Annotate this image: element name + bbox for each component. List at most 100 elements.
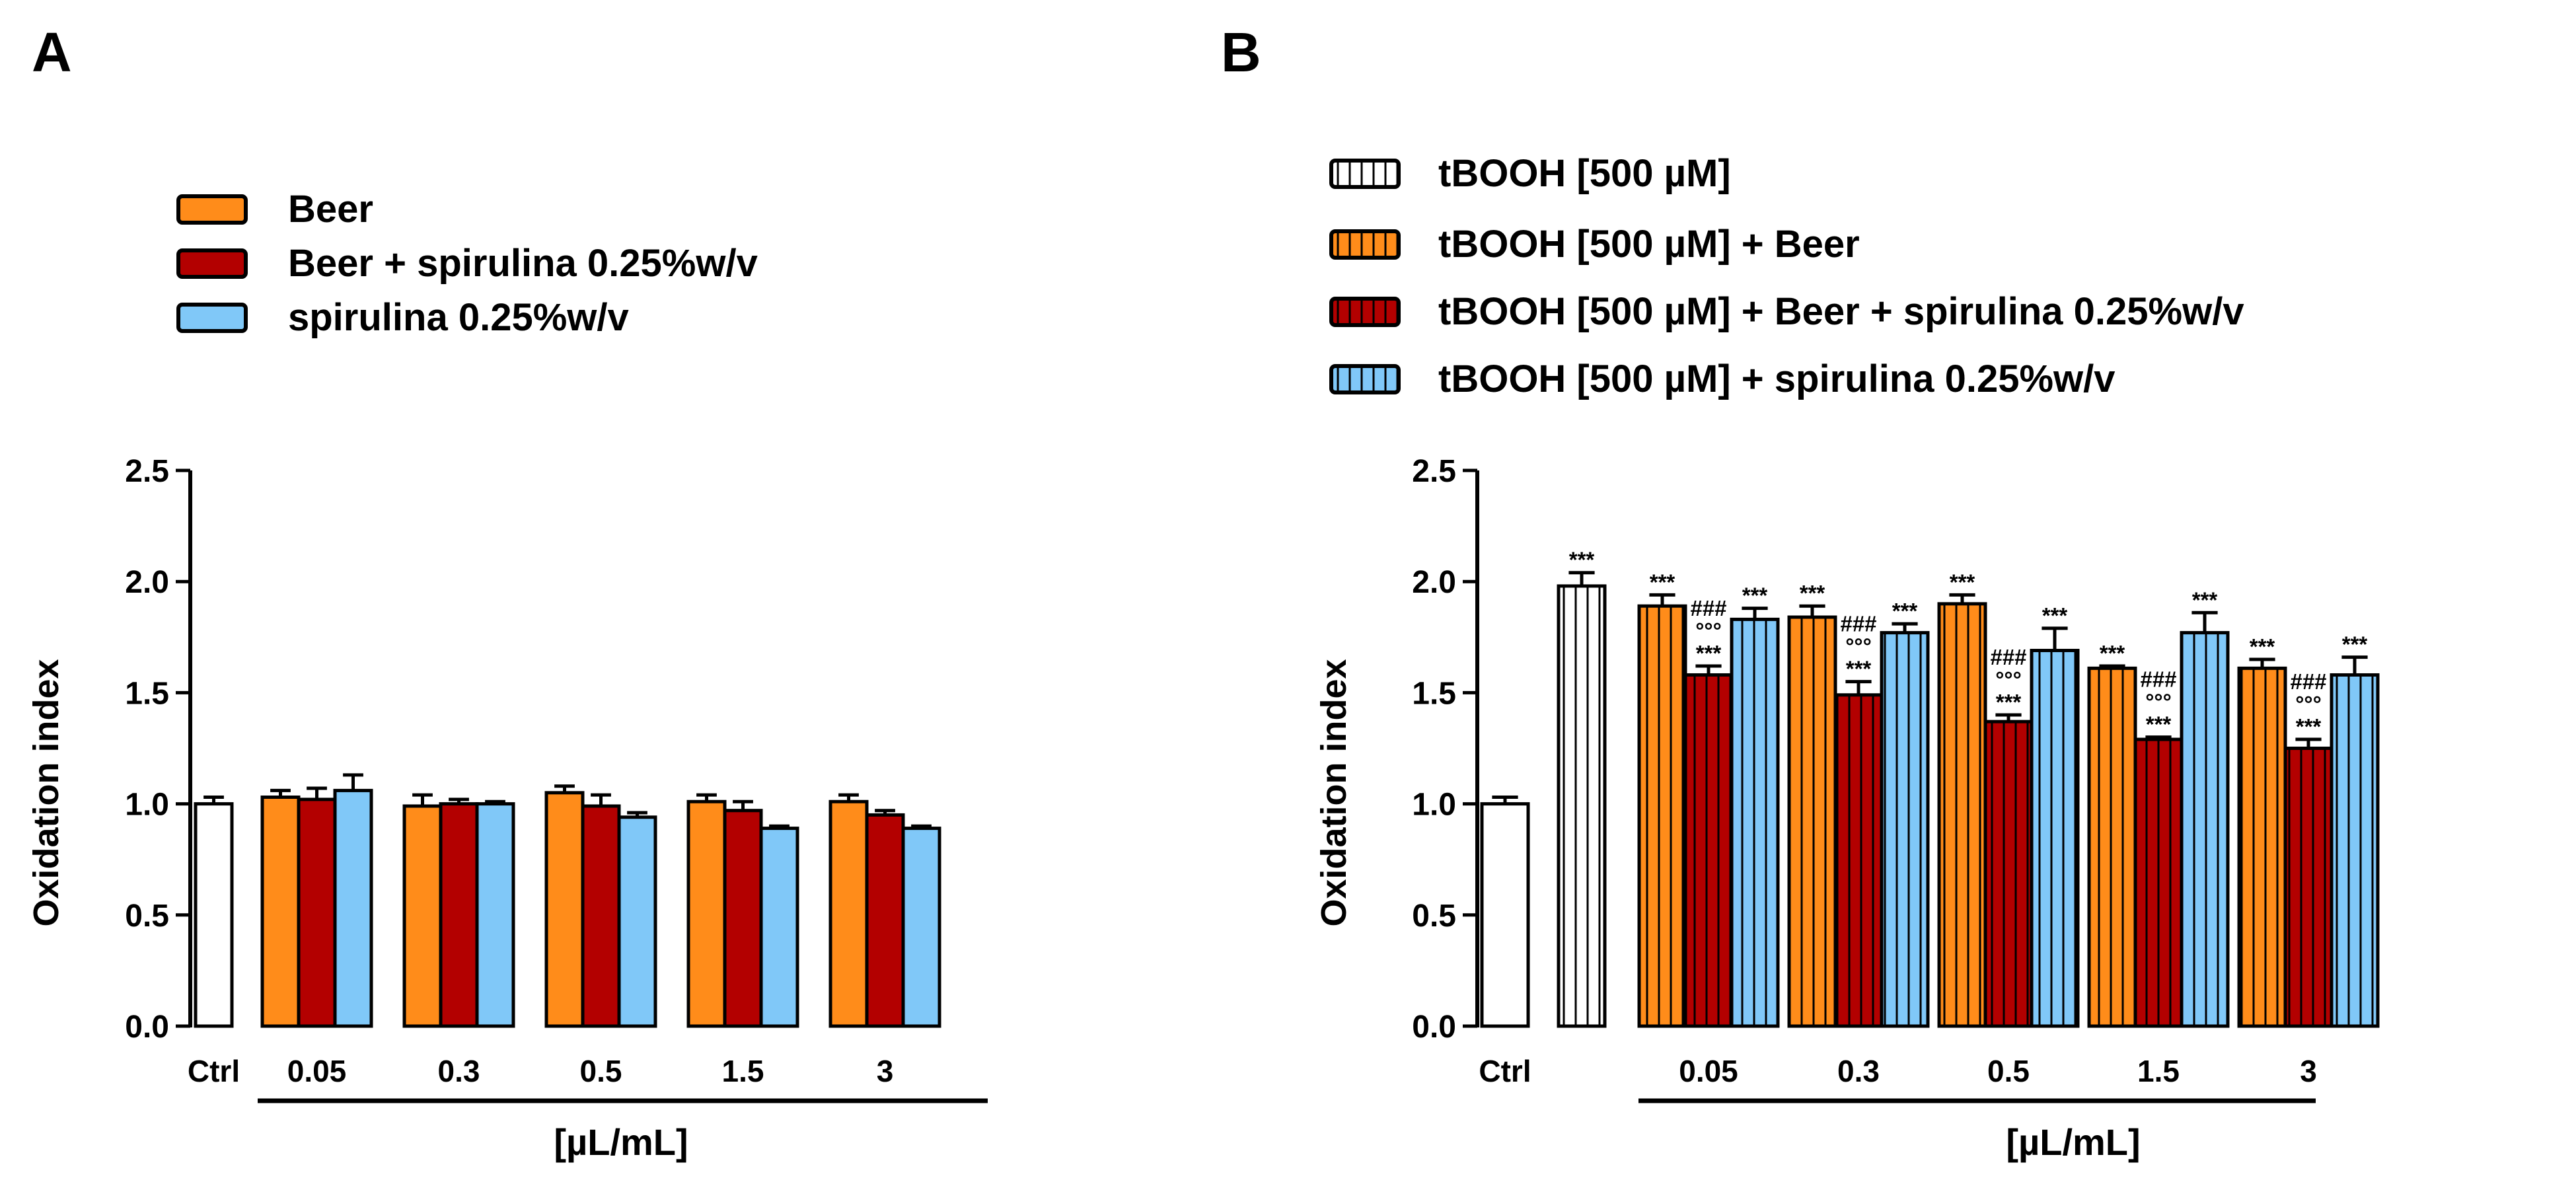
bar-spirulina xyxy=(1880,631,1930,1028)
category-label: 0.5 xyxy=(580,1054,622,1088)
y-tick-label: 0.0 xyxy=(125,1010,169,1045)
sig-label: ### xyxy=(2140,667,2176,692)
legend-swatch-tbooh-spirulina xyxy=(1329,364,1401,394)
bar-spirulina xyxy=(2330,673,2380,1028)
legend-label-tbooh-spirulina: tBOOH [500 µM] + spirulina 0.25%w/v xyxy=(1438,357,2116,400)
bar-beer_spirulina xyxy=(2283,747,2334,1028)
legend-swatch-spirulina xyxy=(176,303,248,333)
bar-spirulina xyxy=(2030,648,2080,1028)
y-tick-label: 0.5 xyxy=(125,899,169,934)
bar-spirulina xyxy=(617,815,657,1028)
ctrl-bar xyxy=(1480,802,1530,1028)
category-label: 0.3 xyxy=(1837,1054,1880,1088)
panel-a-xlabel: [µL/mL] xyxy=(554,1121,688,1163)
panel-b-letter: B xyxy=(1221,21,1261,83)
bar-spirulina xyxy=(759,827,799,1028)
sig-label: *** xyxy=(2100,641,2125,665)
legend-swatch-tbooh xyxy=(1329,159,1401,189)
tbooh-bar xyxy=(1557,584,1607,1028)
sig-label: *** xyxy=(1800,581,1825,605)
sig-label: *** xyxy=(1742,583,1768,608)
category-label: 3 xyxy=(2300,1054,2317,1088)
bar-beer xyxy=(1637,604,1687,1028)
bar-beer xyxy=(2237,666,2287,1028)
y-tick-label: 2.5 xyxy=(125,454,169,489)
legend-label-tbooh-beer: tBOOH [500 µM] + Beer xyxy=(1438,223,1860,266)
legend-label-spirulina: spirulina 0.25%w/v xyxy=(288,296,629,339)
sig-label: *** xyxy=(2296,714,2322,739)
ctrl-label: Ctrl xyxy=(188,1054,240,1088)
sig-label: °°° xyxy=(1995,667,2022,692)
y-tick-label: 1.5 xyxy=(125,676,169,711)
sig-label: *** xyxy=(1950,570,1975,594)
bar-beer xyxy=(402,804,443,1028)
sig-label: ### xyxy=(1840,612,1876,636)
sig-label: *** xyxy=(1892,599,1918,623)
legend-label-beer: Beer xyxy=(288,188,373,231)
panel-b-legend: tBOOH [500 µM] tBOOH [500 µM] + Beer tBO… xyxy=(1329,152,2244,400)
category-label: 1.5 xyxy=(2137,1054,2180,1088)
bar-beer_spirulina xyxy=(865,813,905,1028)
ctrl-bar xyxy=(194,802,234,1028)
panel-b-plot: 0.00.51.01.52.02.5Ctrl*********°°°###***… xyxy=(1412,454,2380,1103)
category-label: 0.3 xyxy=(438,1054,480,1088)
y-tick-label: 1.0 xyxy=(125,788,169,823)
panel-a-legend: Beer Beer + spirulina 0.25%w/v spirulina… xyxy=(176,188,758,339)
bar-beer xyxy=(686,799,727,1028)
bar-beer xyxy=(1787,615,1837,1028)
sig-label: ### xyxy=(1690,596,1726,620)
bar-spirulina xyxy=(333,788,373,1028)
legend-label-tbooh-beer-spirulina: tBOOH [500 µM] + Beer + spirulina 0.25%w… xyxy=(1438,290,2244,333)
panel-a-plot: 0.0 0.5 1.0 1.5 2.0 2.5 Ctrl 0.05 0.3 0.5 1.5 3 xyxy=(125,454,988,1103)
bar-beer xyxy=(828,799,869,1028)
category-label: 0.5 xyxy=(1987,1054,2030,1088)
bar-spirulina xyxy=(2180,631,2230,1028)
legend-label-beer-spirulina: Beer + spirulina 0.25%w/v xyxy=(288,242,758,285)
y-tick-label: 2.0 xyxy=(125,565,169,600)
y-tick-label: 1.0 xyxy=(1412,788,1456,823)
panel-b-xlabel: [µL/mL] xyxy=(2006,1121,2140,1163)
sig-label: *** xyxy=(2042,603,2068,628)
sig-label: *** xyxy=(1996,690,2022,714)
category-label: 0.05 xyxy=(1679,1054,1738,1088)
sig-label: ### xyxy=(2290,669,2326,694)
legend-swatch-tbooh-beer-spirulina xyxy=(1329,297,1401,327)
y-tick-label: 1.5 xyxy=(1412,676,1456,711)
sig-label: *** xyxy=(2192,587,2218,612)
bar-beer_spirulina xyxy=(1983,720,2034,1028)
bar-beer xyxy=(544,791,585,1028)
category-label: 0.05 xyxy=(287,1054,347,1088)
bar-beer xyxy=(1937,602,1987,1028)
bar-beer_spirulina xyxy=(2133,737,2184,1028)
bar-beer_spirulina xyxy=(723,809,763,1028)
legend-swatch-beer xyxy=(176,194,248,225)
category-label: 3 xyxy=(877,1054,894,1088)
sig-label: °°° xyxy=(2145,690,2172,714)
sig-label: *** xyxy=(1696,641,1722,665)
y-tick-label: 0.0 xyxy=(1412,1010,1456,1045)
bar-beer_spirulina xyxy=(1833,693,1884,1028)
bar-spirulina xyxy=(1730,617,1780,1028)
sig-label: *** xyxy=(2342,632,2368,657)
tbooh-sig: *** xyxy=(1569,548,1595,572)
bar-beer_spirulina xyxy=(439,802,479,1028)
bar-beer xyxy=(260,796,301,1028)
legend-swatch-beer-spirulina xyxy=(176,248,248,279)
panel-a-ylabel: Oxidation index xyxy=(26,659,66,926)
ctrl-label: Ctrl xyxy=(1479,1054,1531,1088)
sig-label: *** xyxy=(1846,657,1872,681)
y-tick-label: 2.0 xyxy=(1412,565,1456,600)
bar-spirulina xyxy=(475,802,515,1028)
legend-swatch-tbooh-beer xyxy=(1329,229,1401,260)
sig-label: *** xyxy=(2250,634,2275,659)
y-tick-label: 0.5 xyxy=(1412,899,1456,934)
bar-beer_spirulina xyxy=(297,798,337,1028)
bar-beer xyxy=(2087,666,2137,1028)
y-tick-label: 2.5 xyxy=(1412,454,1456,489)
sig-label: *** xyxy=(2146,712,2172,737)
legend-label-tbooh: tBOOH [500 µM] xyxy=(1438,152,1731,195)
sig-label: *** xyxy=(1650,570,1675,594)
sig-label: ### xyxy=(1990,645,2026,669)
